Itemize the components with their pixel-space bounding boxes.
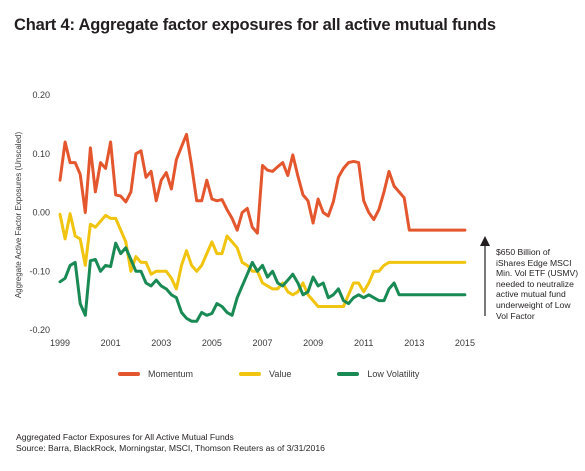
legend: Momentum Value Low Volatility [118,369,465,379]
legend-item-value: Value [239,369,291,379]
legend-item-momentum: Momentum [118,369,193,379]
x-tick-label: 2015 [455,338,475,348]
footer-source: Source: Barra, BlackRock, Morningstar, M… [16,443,325,453]
legend-swatch-value [239,372,262,376]
series-line-low-volatility [58,241,467,323]
x-tick-label: 2013 [404,338,424,348]
legend-swatch-low-volatility [337,372,360,376]
x-tick-label: 1999 [50,338,70,348]
y-ticks: 0.20 0.10 0.00 -0.10 -0.20 [29,90,50,335]
x-tick-label: 2003 [151,338,171,348]
legend-swatch-momentum [118,372,140,376]
y-axis-label: Aggregate Active Factor Exposures (Unsca… [14,132,23,299]
legend-label-value: Value [269,369,292,379]
y-tick-label: 0.10 [32,149,50,159]
series-lines [58,132,467,323]
footer: Aggregated Factor Exposures for All Acti… [16,432,325,454]
y-tick-label: 0.20 [32,90,50,100]
y-tick-label: -0.20 [29,325,50,335]
y-tick-label: 0.00 [32,208,50,218]
x-tick-label: 2007 [252,338,272,348]
y-tick-label: -0.10 [29,266,50,276]
series-line-momentum [58,132,467,235]
x-tick-label: 2011 [354,338,373,348]
x-ticks: 1999 2001 2003 2005 2007 2009 2011 2013 2015 [50,338,475,348]
x-tick-label: 2009 [303,338,323,348]
y-axis-label-group: Aggregate Active Factor Exposures (Unsca… [14,132,23,299]
chart-title: Chart 4: Aggregate factor exposures for … [14,16,496,34]
annotation-arrow [480,236,490,316]
series-line-value [58,212,467,308]
footer-caption: Aggregated Factor Exposures for All Acti… [16,432,234,442]
x-tick-label: 2005 [202,338,222,348]
legend-label-low-volatility: Low Volatility [367,369,420,379]
legend-label-momentum: Momentum [148,369,194,379]
x-tick-label: 2001 [101,338,121,348]
legend-item-low-volatility: Low Volatility [337,369,419,379]
annotation-text: $650 Billion of iShares Edge MSCI Min. V… [496,247,579,321]
